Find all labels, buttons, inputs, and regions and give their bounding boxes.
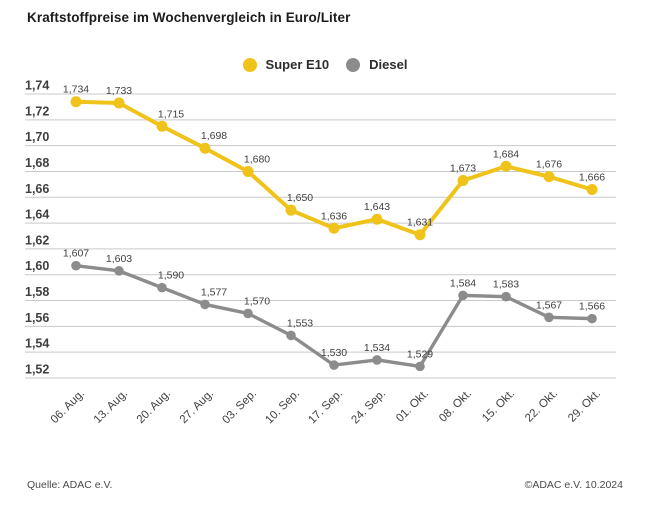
y-tick-label: 1,74 — [25, 79, 49, 93]
data-label: 1,676 — [536, 159, 562, 171]
data-point — [285, 204, 297, 216]
copyright-note: ©ADAC e.V. 10.2024 — [524, 479, 623, 491]
data-label: 1,673 — [450, 162, 476, 174]
data-point — [458, 290, 468, 301]
data-point — [371, 213, 383, 225]
super-e10-marker-icon — [242, 57, 257, 72]
data-point — [328, 222, 340, 234]
chart-footer: Quelle: ADAC e.V. ©ADAC e.V. 10.2024 — [27, 479, 623, 491]
y-tick-label: 1,64 — [25, 208, 49, 222]
data-label: 1,534 — [364, 342, 390, 354]
chart-title: Kraftstoffpreise im Wochenvergleich in E… — [27, 10, 351, 25]
y-tick-label: 1,54 — [25, 337, 49, 351]
y-tick-label: 1,70 — [25, 130, 49, 144]
data-point — [586, 184, 598, 196]
y-tick-label: 1,52 — [25, 363, 49, 377]
data-point — [372, 355, 382, 365]
series-diesel: 1,607 1,603 1,590 1,577 1,570 1,553 1,530 1,534… — [63, 248, 605, 372]
y-tick-label: 1,60 — [25, 259, 49, 273]
data-point — [71, 260, 81, 271]
gridlines — [25, 93, 616, 379]
data-point — [200, 299, 210, 310]
data-point — [500, 160, 512, 172]
data-point — [286, 330, 296, 341]
data-label: 1,643 — [364, 201, 390, 213]
data-label: 1,566 — [579, 301, 605, 313]
data-point — [543, 171, 555, 183]
data-point — [199, 142, 211, 154]
x-axis-labels: 06. Aug. 13. Aug. 20. Aug. 27. Aug. 03. Sep.… — [49, 388, 603, 427]
y-tick-label: 1,58 — [25, 285, 49, 299]
y-axis-labels: 1,74 1,72 1,70 1,68 1,66 1,64 1,62 1,60 1,58 1,56… — [25, 79, 49, 377]
data-label: 1,715 — [158, 108, 184, 120]
data-label: 1,529 — [407, 348, 433, 360]
data-label: 1,583 — [493, 279, 519, 291]
data-point — [157, 282, 167, 293]
data-label: 1,684 — [493, 148, 519, 160]
y-tick-label: 1,68 — [25, 156, 49, 170]
x-tick-label: 08. Okt. — [437, 388, 474, 425]
data-point — [544, 312, 554, 323]
legend-item-diesel: Diesel — [346, 57, 407, 72]
data-label: 1,631 — [407, 217, 433, 229]
data-label: 1,734 — [63, 84, 89, 96]
data-label: 1,666 — [579, 172, 605, 184]
series-super-e10: 1,734 1,733 1,715 1,698 1,680 1,650 1,636 1,643… — [63, 84, 605, 241]
x-tick-label: 27. Aug. — [178, 388, 216, 426]
data-label: 1,567 — [536, 299, 562, 311]
x-tick-label: 03. Sep. — [220, 388, 259, 427]
data-point — [113, 97, 125, 109]
y-tick-label: 1,66 — [25, 182, 49, 196]
data-point — [156, 120, 168, 132]
x-tick-label: 10. Sep. — [263, 388, 302, 427]
x-tick-label: 24. Sep. — [349, 388, 388, 427]
data-label: 1,733 — [106, 85, 132, 97]
diesel-marker-icon — [346, 57, 361, 72]
data-label: 1,650 — [287, 192, 313, 204]
x-tick-label: 22. Okt. — [523, 388, 560, 425]
y-tick-label: 1,56 — [25, 311, 49, 325]
x-tick-label: 15. Okt. — [480, 388, 517, 425]
data-point — [587, 313, 597, 324]
x-tick-label: 13. Aug. — [92, 388, 130, 426]
data-point — [415, 361, 425, 372]
data-label: 1,577 — [201, 286, 227, 298]
data-label: 1,698 — [201, 130, 227, 142]
data-label: 1,680 — [244, 153, 270, 165]
data-label: 1,590 — [158, 270, 184, 282]
data-point — [329, 360, 339, 370]
data-point — [70, 96, 82, 108]
data-label: 1,603 — [106, 253, 132, 265]
data-label: 1,530 — [321, 347, 347, 359]
x-tick-label: 06. Aug. — [49, 388, 87, 426]
source-note: Quelle: ADAC e.V. — [27, 479, 113, 491]
data-point — [243, 308, 253, 319]
y-tick-label: 1,72 — [25, 104, 49, 118]
data-point — [242, 165, 254, 177]
data-label: 1,636 — [321, 210, 347, 222]
x-tick-label: 01. Okt. — [394, 388, 431, 425]
legend: Super E10 Diesel — [0, 57, 650, 72]
x-tick-label: 20. Aug. — [135, 388, 173, 426]
x-tick-label: 17. Sep. — [306, 388, 345, 427]
legend-label-diesel: Diesel — [369, 57, 408, 72]
legend-label-super-e10: Super E10 — [265, 57, 330, 72]
data-label: 1,553 — [287, 317, 313, 329]
data-label: 1,570 — [244, 295, 270, 307]
data-label: 1,584 — [450, 277, 476, 289]
y-tick-label: 1,62 — [25, 233, 49, 247]
data-point — [457, 174, 469, 186]
legend-item-super-e10: Super E10 — [242, 57, 330, 72]
data-point — [501, 291, 511, 302]
data-point — [414, 229, 426, 241]
data-label: 1,607 — [63, 248, 89, 260]
x-tick-label: 29. Okt. — [566, 388, 603, 425]
data-point — [114, 266, 124, 276]
